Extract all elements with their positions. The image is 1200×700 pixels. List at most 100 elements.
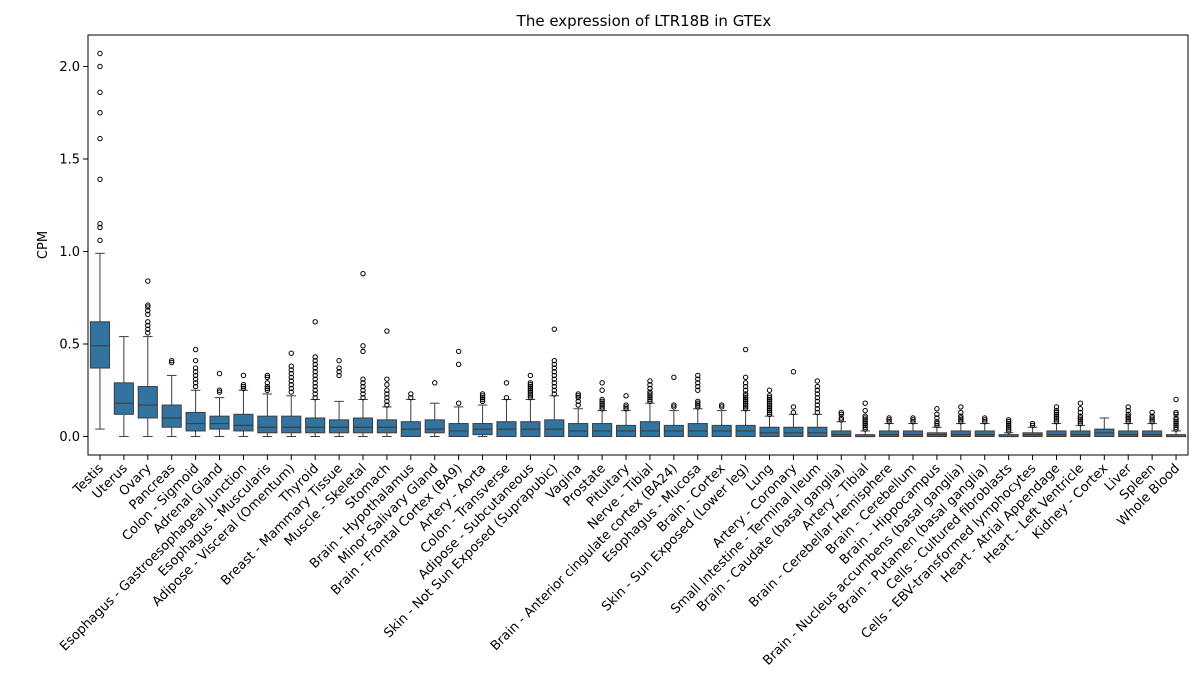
outlier-point	[551, 391, 558, 397]
outlier-point	[192, 346, 199, 353]
box-body	[352, 417, 374, 434]
box-31	[831, 409, 852, 437]
box-body	[209, 415, 230, 430]
outlier-point	[814, 402, 821, 408]
outlier-point	[527, 389, 534, 395]
outlier-point	[958, 417, 964, 423]
outlier-point	[336, 365, 342, 371]
outlier-point	[886, 418, 892, 425]
outlier-point	[742, 400, 749, 406]
outlier-point	[695, 387, 701, 393]
outlier-point	[312, 372, 318, 379]
outlier-point	[862, 424, 868, 430]
outlier-point	[742, 404, 749, 410]
outlier-point	[862, 413, 868, 419]
outlier-point	[766, 407, 773, 414]
box-17	[496, 380, 517, 437]
outlier-point	[455, 400, 462, 406]
box-body	[687, 423, 708, 437]
outlier-point	[814, 391, 821, 397]
outlier-point	[647, 398, 653, 405]
outlier-point	[336, 369, 342, 375]
outlier-point	[695, 372, 701, 379]
outlier-point	[1149, 413, 1155, 419]
box-body	[1070, 430, 1091, 437]
outlier-point	[1053, 417, 1060, 423]
outlier-point	[934, 420, 940, 427]
outlier-point	[312, 394, 318, 401]
outlier-point	[1173, 417, 1179, 423]
outlier-point	[647, 381, 653, 388]
outlier-point	[695, 376, 701, 382]
outlier-point	[551, 376, 558, 382]
box-body	[807, 426, 828, 437]
outlier-point	[527, 394, 534, 401]
box-14	[424, 380, 445, 437]
box-11	[352, 270, 374, 437]
box-12	[376, 328, 397, 437]
outlier-point	[1053, 418, 1060, 425]
outlier-point	[240, 383, 247, 390]
outlier-point	[862, 422, 868, 429]
outlier-point	[958, 418, 964, 425]
outlier-point	[695, 404, 701, 410]
outlier-point	[766, 400, 773, 406]
outlier-point	[97, 110, 103, 116]
outlier-point	[886, 415, 892, 421]
outlier-point	[336, 372, 342, 379]
outlier-point	[145, 319, 151, 325]
outlier-point	[1077, 406, 1084, 412]
outlier-point	[216, 389, 223, 395]
y-tick-label: 1.5	[59, 152, 80, 167]
outlier-point	[455, 348, 462, 355]
outlier-point	[288, 350, 294, 356]
outlier-point	[1149, 415, 1155, 421]
box-37	[974, 415, 995, 437]
outlier-point	[168, 359, 175, 366]
outlier-point	[575, 394, 581, 401]
box-body	[137, 386, 158, 419]
outlier-point	[647, 378, 653, 384]
outlier-point	[1005, 418, 1012, 425]
outlier-point	[766, 398, 773, 405]
outlier-point	[838, 409, 844, 416]
outlier-point	[97, 176, 103, 183]
box-41	[1070, 400, 1091, 437]
outlier-point	[97, 135, 103, 142]
box-40	[1046, 404, 1067, 437]
outlier-point	[1125, 407, 1131, 414]
box-45	[1165, 396, 1187, 438]
outlier-point	[312, 387, 318, 393]
outlier-point	[551, 365, 558, 371]
outlier-point	[312, 365, 318, 371]
outlier-point	[551, 372, 558, 379]
outlier-point	[671, 404, 677, 410]
outlier-point	[742, 391, 749, 397]
outlier-point	[1125, 411, 1131, 417]
outlier-point	[97, 221, 103, 227]
box-body	[831, 430, 852, 437]
box-body	[161, 404, 182, 428]
outlier-point	[551, 383, 558, 390]
outlier-point	[360, 376, 366, 382]
outlier-point	[1125, 413, 1131, 419]
box-body	[759, 426, 780, 437]
outlier-point	[360, 343, 366, 349]
outlier-point	[742, 374, 749, 380]
outlier-point	[264, 372, 271, 379]
outlier-point	[145, 311, 151, 318]
outlier-point	[647, 389, 653, 395]
outlier-point	[695, 400, 701, 406]
outlier-point	[1077, 415, 1084, 421]
outlier-point	[312, 369, 318, 375]
outlier-point	[288, 381, 294, 388]
outlier-point	[384, 376, 390, 382]
outlier-point	[360, 394, 366, 401]
outlier-point	[1173, 422, 1179, 429]
outlier-point	[862, 407, 868, 414]
outlier-point	[216, 370, 223, 377]
outlier-point	[934, 415, 940, 421]
outlier-point	[1173, 415, 1179, 421]
box-39	[1022, 420, 1043, 437]
outlier-point	[527, 380, 534, 386]
